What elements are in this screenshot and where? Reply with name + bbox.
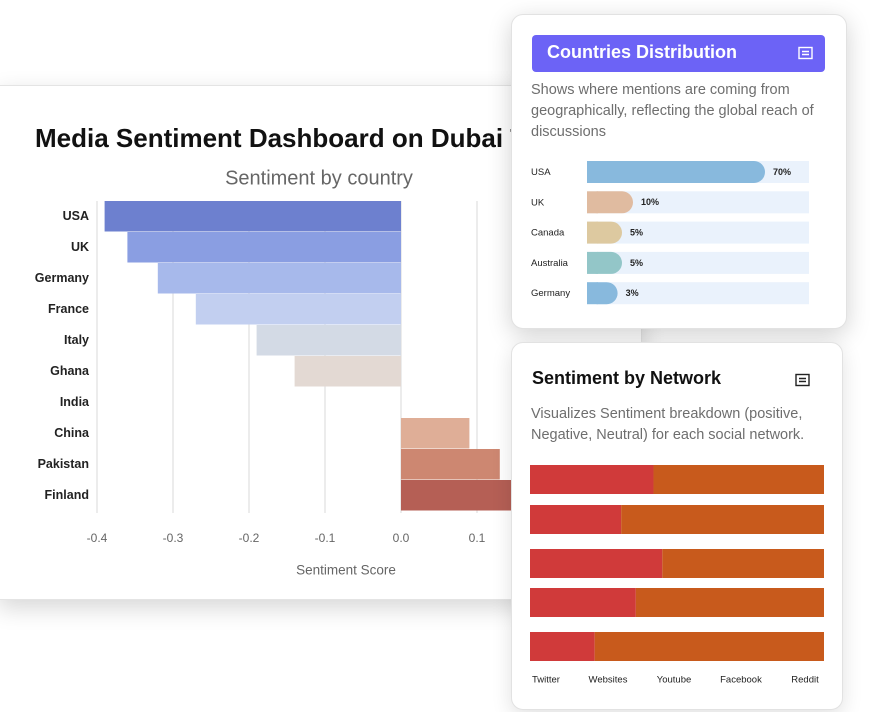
bar-track bbox=[587, 191, 809, 214]
network-card: Sentiment by Network Twitter Websites Yout… bbox=[511, 342, 843, 710]
bar-segment bbox=[621, 505, 824, 534]
y-tick-label: Ghana bbox=[50, 364, 90, 378]
bar bbox=[104, 201, 401, 232]
value-label: 10% bbox=[641, 197, 659, 207]
x-axis-label: Sentiment Score bbox=[296, 563, 396, 578]
card-header bbox=[532, 35, 825, 72]
bar bbox=[294, 356, 401, 387]
countries-chart: Countries Distribution USA 70% UK 10% Canada… bbox=[531, 35, 825, 305]
bar-cap bbox=[587, 251, 598, 274]
value-label: 3% bbox=[626, 288, 639, 298]
x-tick-label: -0.2 bbox=[239, 531, 260, 545]
category-label: Reddit bbox=[791, 675, 819, 686]
x-tick-label: 0.1 bbox=[469, 531, 486, 545]
card-title: Sentiment by Network bbox=[532, 368, 722, 388]
value-label: 70% bbox=[773, 167, 791, 177]
bar-segment bbox=[530, 632, 595, 661]
bar-segment bbox=[653, 465, 824, 494]
bar-segment bbox=[635, 588, 824, 617]
value-label: 5% bbox=[630, 258, 643, 268]
category-label: Facebook bbox=[720, 675, 762, 686]
y-tick-label: Pakistan bbox=[38, 457, 89, 471]
y-tick-label: Italy bbox=[64, 333, 89, 347]
category-label: USA bbox=[531, 167, 551, 178]
bar bbox=[195, 294, 401, 325]
category-label: Germany bbox=[531, 288, 570, 299]
category-label: Websites bbox=[589, 675, 628, 686]
bar bbox=[127, 232, 402, 263]
x-tick-label: 0.0 bbox=[393, 531, 410, 545]
bar-segment bbox=[530, 505, 622, 534]
bar-track bbox=[587, 251, 809, 274]
bar-segment bbox=[530, 465, 654, 494]
category-label: Youtube bbox=[657, 675, 692, 686]
y-tick-label: USA bbox=[63, 209, 89, 223]
x-tick-label: -0.1 bbox=[315, 531, 336, 545]
bar-segment bbox=[530, 588, 636, 617]
category-label: Canada bbox=[531, 228, 565, 239]
bar bbox=[587, 191, 633, 214]
y-tick-label: India bbox=[60, 395, 90, 409]
bar-track bbox=[587, 221, 809, 244]
bar-cap bbox=[587, 282, 598, 305]
countries-card: Countries Distribution USA 70% UK 10% Canada… bbox=[511, 14, 847, 329]
y-tick-label: France bbox=[48, 302, 89, 316]
bar bbox=[256, 325, 401, 356]
bar-segment bbox=[662, 549, 824, 578]
bar-cap bbox=[587, 221, 598, 244]
x-tick-label: -0.3 bbox=[163, 531, 184, 545]
y-tick-label: UK bbox=[71, 240, 89, 254]
y-tick-label: Finland bbox=[45, 488, 89, 502]
dashboard-title: Media Sentiment Dashboard on Dubai T bbox=[35, 123, 526, 153]
bar bbox=[401, 449, 500, 480]
value-label: 5% bbox=[630, 227, 643, 237]
bar bbox=[157, 263, 401, 294]
category-label: UK bbox=[531, 197, 545, 208]
category-label: Australia bbox=[531, 258, 569, 269]
y-tick-label: Germany bbox=[35, 271, 89, 285]
bar-track bbox=[587, 282, 809, 305]
sentiment-chart: Media Sentiment Dashboard on Dubai T Sen… bbox=[35, 123, 526, 578]
bar bbox=[401, 480, 515, 511]
card-description: Visualizes Sentiment breakdown (positive… bbox=[531, 406, 805, 443]
chart-subtitle: Sentiment by country bbox=[225, 167, 413, 189]
bar-cap bbox=[587, 161, 598, 183]
menu-icon[interactable] bbox=[795, 373, 810, 387]
x-tick-label: -0.4 bbox=[87, 531, 108, 545]
bar bbox=[587, 161, 765, 183]
card-description: Shows where mentions are coming from geo… bbox=[531, 82, 814, 140]
card-title: Countries Distribution bbox=[547, 42, 737, 62]
bar-segment bbox=[530, 549, 663, 578]
y-tick-label: China bbox=[54, 426, 90, 440]
bar-cap bbox=[587, 191, 598, 214]
category-label: Twitter bbox=[532, 675, 560, 686]
bar-segment bbox=[594, 632, 824, 661]
network-chart: Sentiment by Network Twitter Websites Yout… bbox=[530, 368, 824, 686]
bar bbox=[401, 418, 470, 449]
menu-icon[interactable] bbox=[798, 46, 813, 60]
